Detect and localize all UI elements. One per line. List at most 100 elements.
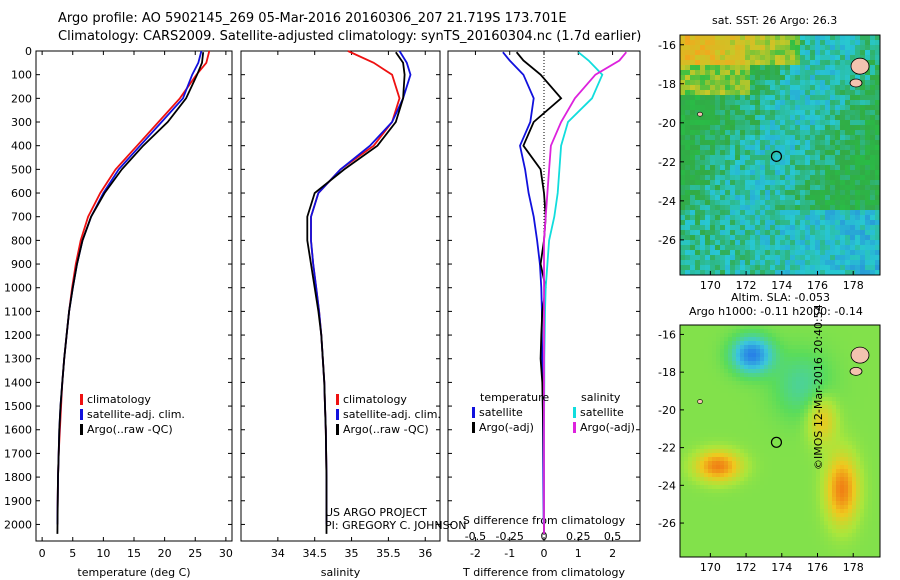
map-cell: [780, 85, 786, 91]
map-cell: [756, 493, 761, 498]
map-cell: [756, 361, 761, 366]
map-cell: [728, 433, 733, 438]
map-cell: [680, 345, 685, 350]
map-cell: [855, 270, 861, 276]
map-cell: [780, 485, 785, 490]
map-cell: [748, 337, 753, 342]
map-cell: [830, 215, 836, 221]
map-cell: [835, 215, 841, 221]
map-cell: [715, 65, 721, 71]
map-cell: [820, 190, 826, 196]
map-cell: [792, 477, 797, 482]
map-cell: [808, 541, 813, 546]
map-cell: [856, 437, 861, 442]
map-cell: [740, 325, 745, 330]
map-cell: [785, 120, 791, 126]
map-cell: [750, 185, 756, 191]
map-cell: [845, 240, 851, 246]
map-cell: [700, 60, 706, 66]
map-cell: [728, 457, 733, 462]
map-cell: [768, 425, 773, 430]
map-cell: [692, 457, 697, 462]
map-cell: [704, 437, 709, 442]
map-cell: [865, 150, 871, 156]
map-cell: [792, 385, 797, 390]
header-line-1: Argo profile: AO 5902145_269 05-Mar-2016…: [58, 11, 567, 26]
map-cell: [856, 501, 861, 506]
map-cell: [812, 477, 817, 482]
map-cell: [768, 437, 773, 442]
map-cell: [680, 341, 685, 346]
map-cell: [870, 215, 876, 221]
map-cell: [756, 497, 761, 502]
map-cell: [864, 437, 869, 442]
map-cell: [785, 130, 791, 136]
map-cell: [744, 521, 749, 526]
map-cell: [724, 393, 729, 398]
map-cell: [704, 517, 709, 522]
map-cell: [724, 537, 729, 542]
map-cell: [772, 493, 777, 498]
map-cell: [852, 513, 857, 518]
map-cell: [830, 70, 836, 76]
y-tick-label: 2000: [4, 518, 32, 531]
map-cell: [740, 525, 745, 530]
map-cell: [808, 397, 813, 402]
map-cell: [864, 429, 869, 434]
map-cell: [720, 485, 725, 490]
map-cell: [705, 55, 711, 61]
map-cell: [760, 453, 765, 458]
map-cell: [724, 541, 729, 546]
map-cell: [864, 477, 869, 482]
map-cell: [772, 353, 777, 358]
map-cell: [700, 180, 706, 186]
map-cell: [692, 429, 697, 434]
map-cell: [824, 433, 829, 438]
map-cell: [835, 85, 841, 91]
map-cell: [820, 445, 825, 450]
map-cell: [876, 385, 881, 390]
map-cell: [828, 433, 833, 438]
map-cell: [800, 180, 806, 186]
map-cell: [864, 469, 869, 474]
map-cell: [744, 437, 749, 442]
map-cell: [704, 385, 709, 390]
map-cell: [816, 465, 821, 470]
map-cell: [830, 110, 836, 116]
map-cell: [684, 329, 689, 334]
map-cell: [710, 85, 716, 91]
map-cell: [705, 70, 711, 76]
map-cell: [684, 381, 689, 386]
map-cell: [796, 501, 801, 506]
map-cell: [865, 180, 871, 186]
map-cell: [820, 397, 825, 402]
map-cell: [750, 245, 756, 251]
map-cell: [820, 401, 825, 406]
map-cell: [855, 210, 861, 216]
map-cell: [795, 220, 801, 226]
map-cell: [748, 365, 753, 370]
map-cell: [840, 85, 846, 91]
map-cell: [752, 461, 757, 466]
map-cell: [700, 405, 705, 410]
map-cell: [800, 489, 805, 494]
map-cell: [844, 489, 849, 494]
map-cell: [705, 90, 711, 96]
map-cell: [784, 333, 789, 338]
map-cell: [876, 433, 881, 438]
map-cell: [680, 517, 685, 522]
map-cell: [824, 517, 829, 522]
map-cell: [680, 100, 686, 106]
map-cell: [728, 429, 733, 434]
map-cell: [704, 337, 709, 342]
map-cell: [792, 433, 797, 438]
map-cell: [696, 353, 701, 358]
map-cell: [784, 429, 789, 434]
map-cell: [800, 461, 805, 466]
x-tick-label-t: 0: [541, 547, 548, 560]
map-cell: [836, 521, 841, 526]
map-cell: [725, 200, 731, 206]
map-cell: [824, 513, 829, 518]
map-cell: [715, 130, 721, 136]
map-cell: [740, 489, 745, 494]
